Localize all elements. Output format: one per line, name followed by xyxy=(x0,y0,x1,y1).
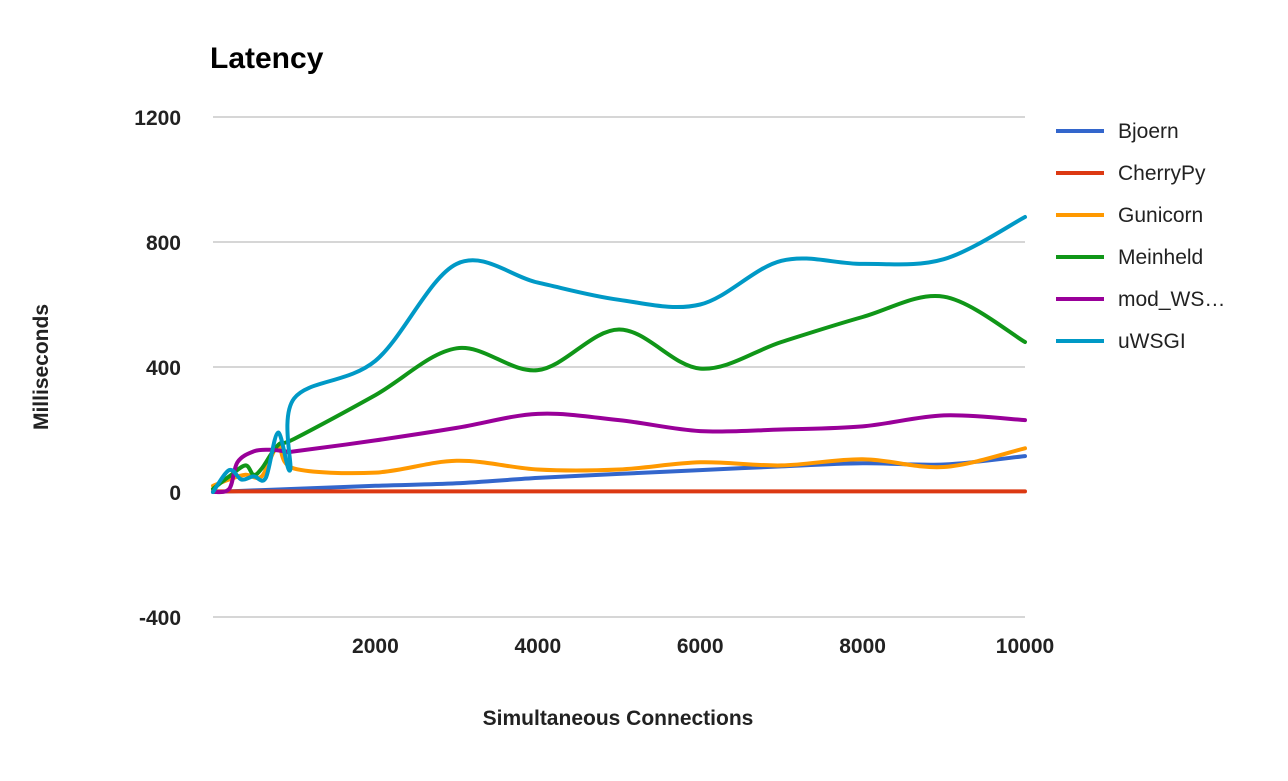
x-tick-label: 8000 xyxy=(839,635,886,658)
legend-label: uWSGI xyxy=(1118,330,1186,353)
legend-item: mod_WS… xyxy=(1056,288,1225,311)
legend-item: CherryPy xyxy=(1056,162,1206,185)
y-tick-label: 0 xyxy=(169,482,181,505)
gridlines xyxy=(213,116,1025,618)
series-line-uwsgi xyxy=(211,215,1027,494)
legend-label: Bjoern xyxy=(1118,120,1179,143)
legend-item: Bjoern xyxy=(1056,120,1179,143)
y-axis-title: Milliseconds xyxy=(30,304,53,430)
x-axis-ticks: 2000 4000 6000 8000 10000 xyxy=(352,635,1054,658)
y-tick-label: 800 xyxy=(146,232,181,255)
series-line-mod-ws xyxy=(211,411,1027,495)
series-line-meinheld xyxy=(211,294,1027,491)
legend-label: mod_WS… xyxy=(1118,288,1225,311)
x-tick-label: 2000 xyxy=(352,635,399,658)
chart-title: Latency xyxy=(210,42,324,75)
x-tick-label: 6000 xyxy=(677,635,724,658)
legend: Bjoern CherryPy Gunicorn Meinheld mod_WS… uWS… xyxy=(1056,120,1225,353)
x-tick-label: 4000 xyxy=(514,635,561,658)
series-line-gunicorn xyxy=(211,444,1027,488)
y-tick-label: 400 xyxy=(146,357,181,380)
legend-item: Meinheld xyxy=(1056,246,1203,269)
y-axis-ticks: -400 0 400 800 1200 xyxy=(134,107,181,630)
x-tick-label: 10000 xyxy=(996,635,1054,658)
series-line-bjoern xyxy=(211,454,1027,494)
y-tick-label: -400 xyxy=(139,607,181,630)
y-tick-label: 1200 xyxy=(134,107,181,130)
legend-item: uWSGI xyxy=(1056,330,1186,353)
series-lines xyxy=(211,215,1027,495)
legend-label: Meinheld xyxy=(1118,246,1203,269)
x-axis-title: Simultaneous Connections xyxy=(483,707,754,730)
legend-label: Gunicorn xyxy=(1118,204,1203,227)
legend-item: Gunicorn xyxy=(1056,204,1203,227)
legend-label: CherryPy xyxy=(1118,162,1206,185)
